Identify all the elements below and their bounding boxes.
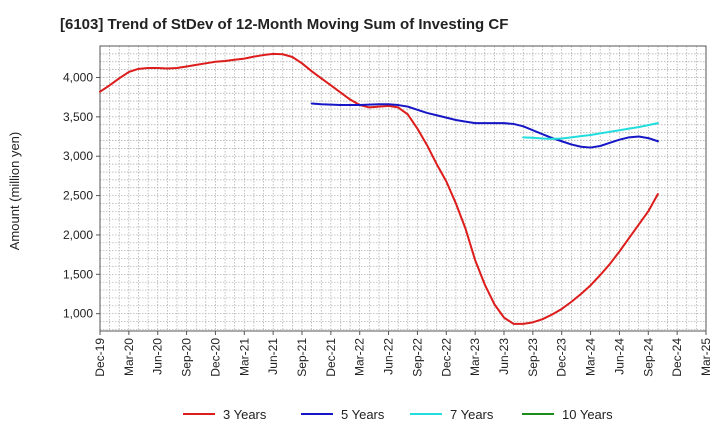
y-tick-label: 4,000: [63, 70, 93, 84]
x-tick-label: Dec-21: [324, 338, 338, 377]
y-tick-label: 2,500: [63, 189, 93, 203]
y-tick-label: 1,000: [63, 307, 93, 321]
series-line-5-years: [310, 102, 659, 149]
series-line-3-years: [99, 52, 659, 325]
x-tick-label: Sep-23: [526, 338, 540, 377]
legend-label-3-years: 3 Years: [223, 407, 267, 422]
x-tick-label: Mar-24: [584, 338, 598, 376]
x-tick-label: Mar-25: [699, 338, 713, 376]
x-tick-label: Dec-19: [93, 338, 107, 377]
chart-title: [6103] Trend of StDev of 12-Month Moving…: [60, 16, 508, 33]
x-tick-label: Sep-20: [180, 338, 194, 377]
y-axis-label: Amount (million yen): [7, 132, 22, 251]
y-tick-label: 2,000: [63, 228, 93, 242]
x-tick-label: Jun-21: [266, 338, 280, 375]
series-line-7-years: [522, 122, 659, 140]
plot-area: [100, 46, 706, 331]
x-tick-label: Dec-24: [670, 338, 684, 377]
x-tick-label: Jun-24: [612, 338, 626, 375]
x-tick-label: Mar-21: [237, 338, 251, 376]
x-tick-label: Jun-22: [382, 338, 396, 375]
legend-label-5-years: 5 Years: [341, 407, 385, 422]
legend-label-7-years: 7 Years: [450, 407, 494, 422]
x-tick-label: Sep-24: [641, 338, 655, 377]
x-tick-label: Jun-20: [151, 338, 165, 375]
x-tick-label: Dec-22: [439, 338, 453, 377]
x-tick-label: Dec-23: [555, 338, 569, 377]
x-tick-label: Mar-23: [468, 338, 482, 376]
legend-label-10-years: 10 Years: [562, 407, 613, 422]
x-tick-label: Mar-22: [353, 338, 367, 376]
x-tick-label: Sep-21: [295, 338, 309, 377]
x-tick-label: Sep-22: [410, 338, 424, 377]
x-tick-label: Jun-23: [497, 338, 511, 375]
plot-frame: [99, 45, 707, 332]
x-tick-label: Dec-20: [208, 338, 222, 377]
y-tick-label: 1,500: [63, 267, 93, 281]
y-tick-label: 3,500: [63, 110, 93, 124]
x-tick-label: Mar-20: [122, 338, 136, 376]
y-tick-label: 3,000: [63, 149, 93, 163]
